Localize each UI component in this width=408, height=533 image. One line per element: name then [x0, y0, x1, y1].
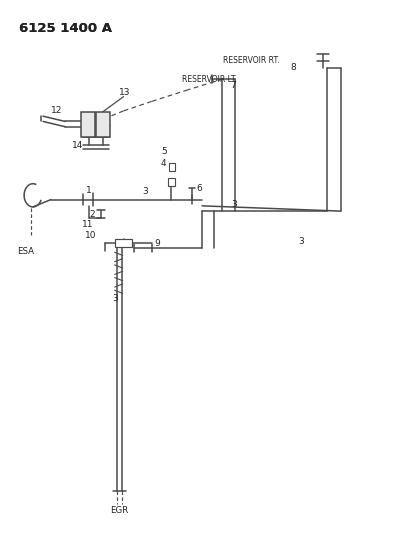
Text: 9: 9	[155, 239, 161, 248]
Text: 10: 10	[85, 231, 96, 240]
Text: 6: 6	[196, 184, 202, 193]
Text: 13: 13	[119, 88, 130, 97]
Text: 8: 8	[290, 62, 296, 71]
Text: 6125 1400 A: 6125 1400 A	[19, 22, 112, 35]
Text: 3: 3	[143, 187, 149, 196]
Text: 1: 1	[86, 185, 92, 195]
Text: 3: 3	[112, 294, 118, 303]
Text: 3: 3	[299, 237, 304, 246]
Text: 3: 3	[231, 200, 237, 209]
Text: 5: 5	[161, 147, 166, 156]
Bar	[81, 112, 95, 138]
Text: ESA: ESA	[18, 247, 35, 256]
Text: EGR: EGR	[110, 506, 129, 515]
Text: 14: 14	[71, 141, 83, 150]
Bar	[96, 112, 110, 138]
Text: 11: 11	[82, 220, 93, 229]
Text: 4: 4	[160, 159, 166, 168]
Text: 2: 2	[89, 211, 95, 219]
Bar	[168, 179, 175, 187]
Bar	[115, 239, 131, 247]
Text: 7: 7	[230, 81, 236, 90]
Text: RESERVOIR RT.: RESERVOIR RT.	[223, 56, 280, 66]
Text: 6125 1400 A: 6125 1400 A	[19, 22, 112, 35]
Text: 12: 12	[51, 107, 63, 116]
Text: RESERVOIR LT.: RESERVOIR LT.	[182, 75, 237, 84]
Bar	[169, 163, 175, 171]
